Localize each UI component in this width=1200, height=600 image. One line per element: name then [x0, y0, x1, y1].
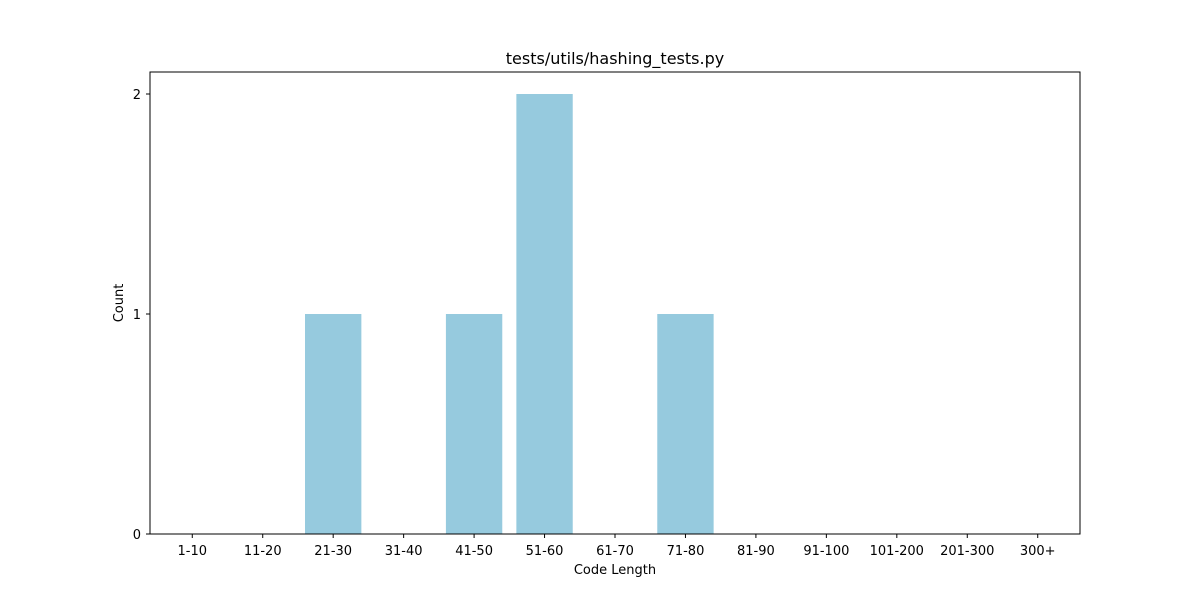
- x-axis-label: Code Length: [574, 563, 656, 578]
- x-tick-label: 201-300: [940, 544, 994, 559]
- y-axis-label: Count: [112, 284, 127, 323]
- x-tick-label: 101-200: [870, 544, 924, 559]
- x-tick-label: 21-30: [314, 544, 352, 559]
- x-tick-label: 41-50: [455, 544, 493, 559]
- x-tick-label: 91-100: [803, 544, 849, 559]
- x-axis-ticks: 1-10 11-20 21-30 31-40 41-50 51-60 61-70 71-80 8…: [178, 534, 1056, 559]
- bar-71-80: [657, 314, 714, 534]
- bar-21-30: [305, 314, 362, 534]
- bars-group: [305, 94, 714, 534]
- x-tick-label: 71-80: [667, 544, 705, 559]
- y-tick-label: 2: [133, 88, 141, 103]
- plot-frame: [149, 71, 1081, 535]
- x-tick-label: 51-60: [526, 544, 564, 559]
- x-tick-label: 61-70: [596, 544, 634, 559]
- x-tick-label: 31-40: [385, 544, 423, 559]
- bar-41-50: [445, 314, 503, 534]
- chart-title: tests/utils/hashing_tests.py: [506, 49, 724, 69]
- y-tick-label: 0: [133, 528, 141, 543]
- x-tick-label: 300+: [1020, 544, 1056, 559]
- x-tick-label: 81-90: [737, 544, 775, 559]
- y-tick-label: 1: [133, 308, 141, 323]
- x-tick-label: 11-20: [244, 544, 282, 559]
- x-tick-label: 1-10: [178, 544, 208, 559]
- bar-51-60: [516, 94, 573, 534]
- y-axis-ticks: 0 1 2: [133, 88, 150, 543]
